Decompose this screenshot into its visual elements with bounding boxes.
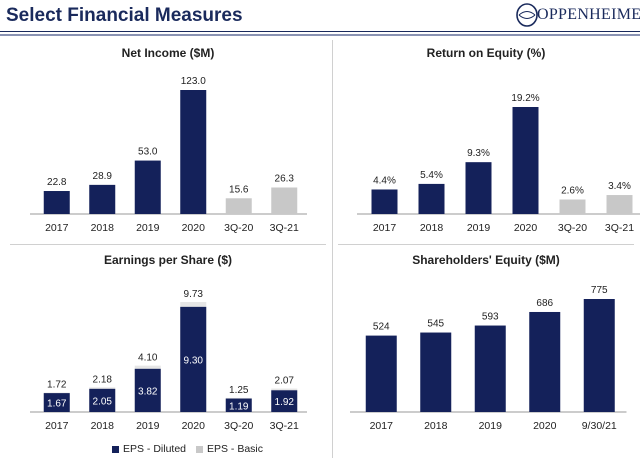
oppenheimer-logo: OPPENHEIMER (515, 2, 640, 28)
roe-data-label: 4.4% (373, 175, 396, 186)
net_income-data-label: 28.9 (93, 171, 113, 182)
eps-bar-diluted (89, 388, 116, 412)
net_income-data-label: 22.8 (47, 177, 67, 188)
equity-data-label: 593 (482, 312, 499, 323)
net_income-tick-label: 2019 (136, 222, 160, 234)
panel-divider-left (10, 244, 326, 245)
roe-tick-label: 3Q-20 (558, 222, 587, 234)
roe-data-label: 5.4% (420, 170, 443, 181)
equity-bar (529, 311, 561, 412)
eps-bar-diluted (180, 306, 207, 412)
logo-text: OPPENHEIMER (537, 6, 640, 23)
net_income-tick-label: 2017 (45, 222, 69, 234)
net_income-bar (134, 160, 161, 214)
eps-data-label-diluted: 2.05 (93, 396, 113, 407)
legend-basic-label: EPS - Basic (207, 443, 264, 455)
roe-bar (465, 162, 492, 214)
logo-emblem-icon (516, 3, 538, 27)
eps-bar-diluted (43, 393, 70, 412)
roe-tick-label: 3Q-21 (605, 222, 634, 234)
equity-data-label: 775 (591, 285, 608, 296)
net_income-bar (271, 187, 298, 214)
roe-data-label: 19.2% (511, 93, 539, 104)
net-income-title: Net Income ($M) (121, 46, 215, 60)
net_income-tick-label: 2020 (182, 222, 206, 234)
legend-basic: EPS - Basic (196, 443, 263, 455)
net_income-data-label: 26.3 (275, 173, 295, 184)
roe-data-label: 2.6% (561, 186, 584, 197)
net_income-data-label: 15.6 (229, 184, 249, 195)
eps-tick-label: 3Q-20 (224, 420, 253, 432)
net_income-tick-label: 3Q-21 (270, 222, 299, 234)
eps-data-label-basic: 2.07 (275, 376, 295, 387)
roe-tick-label: 2017 (373, 222, 397, 234)
roe-data-label: 9.3% (467, 148, 490, 159)
equity-bar (365, 335, 397, 412)
net_income-bar (89, 184, 116, 214)
eps-data-label-basic: 4.10 (138, 353, 158, 364)
eps-tick-label: 2017 (45, 420, 69, 432)
roe-bar (559, 199, 586, 214)
equity-tick-label: 2020 (533, 420, 557, 432)
net_income-data-label: 53.0 (138, 147, 158, 158)
roe-data-label: 3.4% (608, 181, 631, 192)
header-rule-secondary (0, 34, 640, 36)
net_income-bar (225, 198, 252, 214)
equity-bar (583, 299, 615, 412)
roe-tick-label: 2018 (420, 222, 444, 234)
eps-tick-label: 2020 (182, 420, 206, 432)
equity-data-label: 524 (373, 322, 390, 333)
equity-data-label: 686 (536, 298, 553, 309)
roe-bar (371, 189, 398, 214)
legend-diluted: EPS - Diluted (112, 443, 186, 455)
equity-bar (474, 325, 506, 412)
eps-data-label-diluted: 1.19 (229, 401, 249, 412)
roe-bar (512, 107, 539, 214)
net_income-tick-label: 3Q-20 (224, 222, 253, 234)
panel-divider-right (338, 244, 634, 245)
equity-title: Shareholders' Equity ($M) (412, 253, 560, 267)
eps-bar-diluted (225, 398, 252, 412)
equity-tick-label: 2018 (424, 420, 448, 432)
equity-bar (420, 332, 452, 412)
eps-data-label-basic: 1.72 (47, 380, 67, 391)
legend-basic-swatch (196, 445, 203, 453)
eps-title: Earnings per Share ($) (103, 253, 233, 267)
eps-data-label-diluted: 1.67 (47, 399, 67, 410)
eps-data-label-basic: 9.73 (184, 289, 204, 300)
equity-tick-label: 9/30/21 (582, 420, 617, 432)
page-title: Select Financial Measures (6, 5, 243, 26)
eps-data-label-diluted: 3.82 (138, 386, 158, 397)
roe-title: Return on Equity (%) (426, 46, 546, 60)
equity-tick-label: 2017 (370, 420, 394, 432)
equity-data-label: 545 (427, 319, 444, 330)
eps-tick-label: 2018 (91, 420, 115, 432)
roe-tick-label: 2019 (467, 222, 491, 234)
roe-bar (606, 195, 633, 214)
eps-data-label-diluted: 1.92 (275, 397, 295, 408)
eps-data-label-basic: 2.18 (93, 374, 113, 385)
roe-bar (418, 183, 445, 214)
equity-tick-label: 2019 (479, 420, 503, 432)
eps-data-label-basic: 1.25 (229, 385, 249, 396)
net_income-data-label: 123.0 (181, 76, 206, 87)
roe-tick-label: 2020 (514, 222, 538, 234)
eps-bar-diluted (134, 368, 161, 412)
net_income-bar (180, 90, 207, 214)
panel-divider-vertical (332, 40, 333, 458)
eps-data-label-diluted: 9.30 (184, 355, 204, 366)
legend-diluted-label: EPS - Diluted (123, 443, 187, 455)
eps-bar-diluted (271, 390, 298, 412)
legend-diluted-swatch (112, 445, 119, 453)
net_income-bar (43, 191, 70, 214)
eps-tick-label: 3Q-21 (270, 420, 299, 432)
eps-tick-label: 2019 (136, 420, 160, 432)
header-rule (0, 31, 640, 32)
net_income-tick-label: 2018 (91, 222, 115, 234)
